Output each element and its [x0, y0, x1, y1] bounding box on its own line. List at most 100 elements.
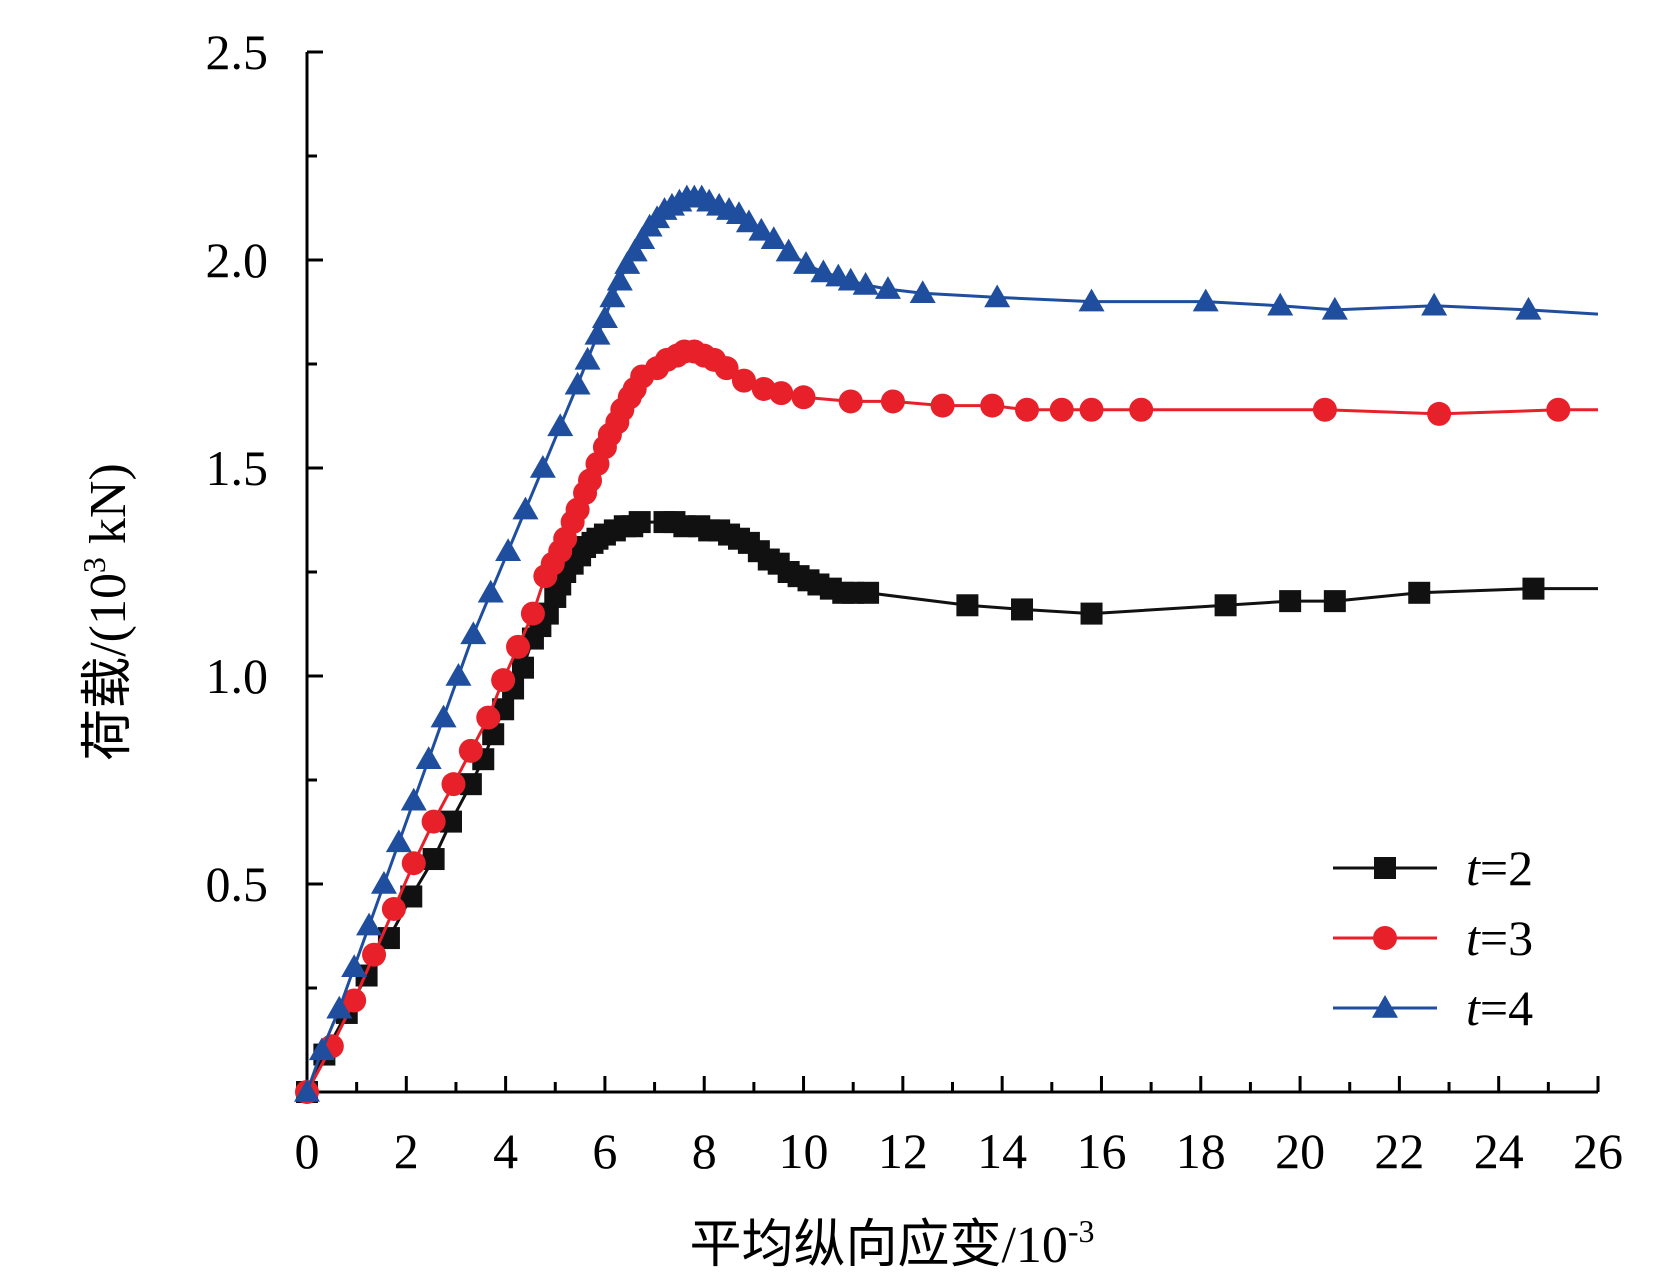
x-tick-label: 22	[1374, 1123, 1424, 1179]
data-point	[574, 346, 601, 370]
data-point	[400, 787, 427, 811]
data-point	[930, 393, 955, 418]
legend-value: =4	[1480, 980, 1533, 1036]
y-axis-title-main: 荷载/(10	[80, 573, 137, 761]
data-point	[326, 995, 353, 1019]
data-point	[748, 217, 775, 241]
tick-labels: 0 2 4 6 8 10 12 14 16 18 20 22 24 260.51.01.52.02.5	[206, 24, 1624, 1179]
data-point	[810, 259, 837, 283]
data-point	[1421, 292, 1448, 316]
data-point	[769, 381, 794, 406]
y-tick-label: 2.0	[206, 232, 269, 288]
data-point	[1129, 397, 1154, 422]
data-point	[880, 389, 905, 414]
x-tick-label: 16	[1076, 1123, 1126, 1179]
x-axis-title-main: 平均纵向应变/10	[689, 1217, 1067, 1274]
data-point	[629, 226, 656, 249]
y-tick-label: 1.5	[206, 440, 269, 496]
x-tick-label: 18	[1176, 1123, 1226, 1179]
data-point	[512, 496, 539, 520]
data-point	[1078, 288, 1105, 312]
data-point	[793, 251, 820, 274]
data-point	[956, 594, 979, 617]
legend-value: =3	[1480, 910, 1533, 966]
data-point	[980, 393, 1005, 418]
data-point	[476, 705, 501, 730]
data-point	[362, 942, 387, 967]
data-point	[584, 321, 611, 345]
x-tick-label: 26	[1573, 1123, 1623, 1179]
x-tick-label: 8	[692, 1123, 717, 1179]
x-tick-label: 12	[878, 1123, 928, 1179]
legend-var: t	[1466, 980, 1481, 1036]
data-point	[421, 809, 446, 834]
data-point	[837, 267, 864, 291]
series-line	[305, 350, 1598, 1093]
legend: t=2t=3t=4	[1333, 840, 1533, 1036]
axes	[305, 50, 1600, 1094]
data-point	[356, 912, 383, 936]
data-point	[1279, 590, 1302, 613]
legend-value: =2	[1480, 840, 1533, 896]
y-tick-label: 1.0	[206, 648, 269, 704]
data-point	[599, 284, 626, 308]
data-point	[1014, 397, 1039, 422]
data-point	[564, 371, 591, 395]
data-point	[909, 280, 936, 304]
data-point	[731, 368, 756, 393]
data-point	[422, 848, 445, 871]
x-tick-label: 2	[394, 1123, 419, 1179]
legend-marker	[1372, 995, 1398, 1018]
data-point	[401, 851, 426, 876]
data-point	[1011, 598, 1034, 621]
data-point	[1049, 397, 1074, 422]
series-3	[294, 184, 1599, 1102]
series-line	[305, 196, 1599, 1093]
legend-item: t=3	[1333, 910, 1533, 966]
data-point	[791, 385, 816, 410]
data-point	[495, 538, 522, 561]
data-point	[984, 284, 1011, 308]
x-tick-label: 14	[977, 1123, 1027, 1179]
x-axis-title-sup: -3	[1068, 1213, 1095, 1249]
data-point	[591, 305, 618, 328]
data-point	[775, 238, 802, 262]
y-tick-label: 2.5	[206, 24, 269, 80]
data-point	[458, 738, 483, 763]
data-point	[459, 773, 482, 796]
data-point	[342, 988, 367, 1013]
data-point	[1323, 590, 1346, 613]
data-point	[628, 511, 651, 534]
x-tick-label: 6	[592, 1123, 617, 1179]
data-point	[529, 455, 556, 478]
data-point	[1427, 401, 1452, 426]
data-point	[1267, 292, 1294, 316]
data-point	[1515, 296, 1542, 320]
data-point	[852, 271, 879, 295]
legend-item: t=2	[1333, 840, 1533, 896]
data-point	[874, 276, 901, 299]
series-2	[295, 339, 1598, 1104]
x-tick-label: 20	[1275, 1123, 1325, 1179]
y-axis-title-tail: kN)	[80, 463, 137, 557]
legend-var: t	[1466, 910, 1481, 966]
data-point	[1312, 397, 1337, 422]
x-tick-label: 4	[493, 1123, 518, 1179]
data-point	[1079, 397, 1104, 422]
data-point	[714, 356, 739, 381]
data-point	[1546, 397, 1571, 422]
data-point	[1321, 296, 1348, 320]
data-point	[735, 209, 762, 233]
series-1	[296, 511, 1598, 1103]
data-point	[308, 1037, 335, 1061]
data-point	[1192, 288, 1219, 312]
data-point	[621, 238, 648, 262]
legend-label: t=3	[1466, 910, 1533, 966]
legend-var: t	[1466, 840, 1481, 896]
data-point	[520, 601, 545, 626]
data-point	[441, 772, 466, 797]
data-point	[1408, 581, 1431, 604]
data-point	[460, 621, 487, 645]
data-point	[1522, 577, 1545, 600]
